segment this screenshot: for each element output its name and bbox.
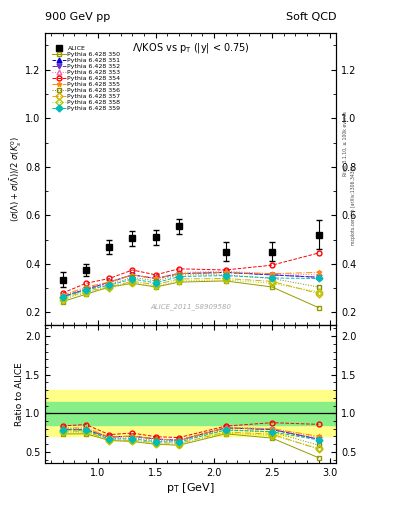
Bar xyxy=(45,390,336,436)
Text: $\Lambda$/KOS vs p$_\mathrm{T}$ (|y| < 0.75): $\Lambda$/KOS vs p$_\mathrm{T}$ (|y| < 0… xyxy=(132,40,250,55)
Text: ALICE_2011_S8909580: ALICE_2011_S8909580 xyxy=(150,303,231,310)
Legend: ALICE, Pythia 6.428 350, Pythia 6.428 351, Pythia 6.428 352, Pythia 6.428 353, P: ALICE, Pythia 6.428 350, Pythia 6.428 35… xyxy=(51,45,121,112)
X-axis label: p$_\mathrm{T}$ [GeV]: p$_\mathrm{T}$ [GeV] xyxy=(166,481,215,495)
Text: Rivet 3.1.10, ≥ 100k events: Rivet 3.1.10, ≥ 100k events xyxy=(343,111,347,176)
Text: Soft QCD: Soft QCD xyxy=(286,11,336,22)
Text: mcplots.cern.ch [arXiv:1306.3436]: mcplots.cern.ch [arXiv:1306.3436] xyxy=(351,165,356,245)
Y-axis label: $(\sigma(\Lambda)+\sigma(\bar{\Lambda}))/2\ \sigma(K^0_s)$: $(\sigma(\Lambda)+\sigma(\bar{\Lambda}))… xyxy=(8,136,24,222)
Text: 900 GeV pp: 900 GeV pp xyxy=(45,11,110,22)
Bar xyxy=(45,402,336,425)
Y-axis label: Ratio to ALICE: Ratio to ALICE xyxy=(15,362,24,426)
